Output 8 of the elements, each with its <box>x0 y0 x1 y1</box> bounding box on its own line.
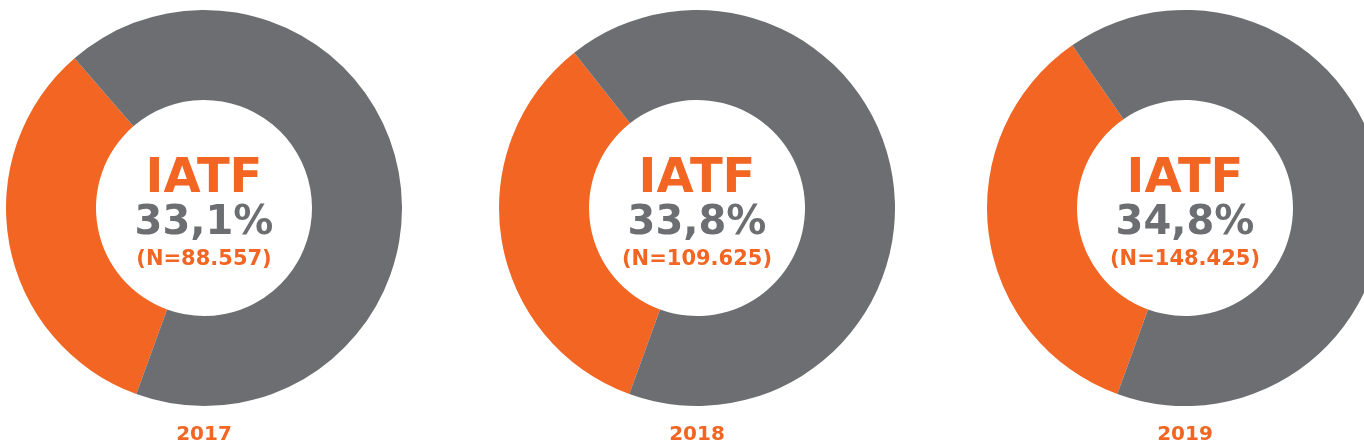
text: (N=109.625) <box>621 246 773 270</box>
text: 2017 <box>176 421 232 445</box>
text: 2018 <box>669 421 725 445</box>
donut-slice <box>574 10 895 406</box>
text: 2019 <box>1157 421 1213 445</box>
text: (N=148.425) <box>1109 246 1261 270</box>
text: (N=88.557) <box>136 246 272 270</box>
donut-slice <box>74 10 402 406</box>
